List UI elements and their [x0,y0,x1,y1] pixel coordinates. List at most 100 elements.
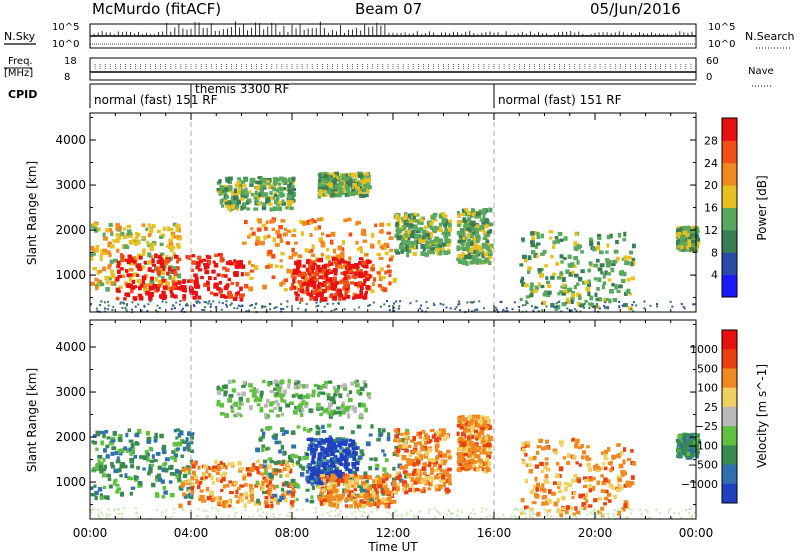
power-cell [377,273,382,277]
velocity-cell [573,473,578,478]
power-cell [476,253,481,257]
velocity-cell [386,474,392,479]
velocity-cell [117,436,122,442]
velocity-cell [475,442,479,447]
power-cell [344,280,349,286]
power-cell [526,269,531,274]
velocity-cell [442,470,447,475]
power-noise [595,303,598,306]
power-cell [676,228,681,232]
power-cell [586,282,592,287]
power-cell [464,254,470,260]
power-cell [447,250,451,255]
velocity-cell [473,415,477,419]
velocity-cell [263,478,268,484]
velocity-cell [102,457,106,463]
power-cell [361,179,367,185]
power-cell [341,296,346,301]
power-cell [612,297,618,303]
velocity-cell [622,447,627,452]
power-cell [328,182,333,188]
velocity-cell [253,466,259,471]
velocity-cell [376,502,381,506]
velocity-cell [247,472,252,477]
power-cell [471,209,476,214]
power-noise [185,302,188,305]
power-cell [207,276,212,281]
velocity-cell [317,485,322,490]
power-cell [358,294,362,299]
velocity-cell [396,439,400,444]
power-cell [124,269,129,273]
nsearch-label: N.Search [745,30,795,43]
velocity-cell [432,468,438,473]
velocity-cell [274,393,278,398]
power-cell [293,241,298,245]
power-cell [274,180,278,184]
power-cell [169,286,174,290]
power-cell [155,266,160,272]
power-cell [325,255,331,260]
velocity-cell [311,471,317,475]
power-cell [135,240,140,245]
velocity-cell [105,444,110,449]
power-cell [540,284,545,289]
velocity-cell [369,494,375,499]
velocity-cell [190,475,194,481]
power-cell [236,190,241,195]
velocity-cell [372,479,376,484]
power-noise [570,299,573,302]
velocity-cell [471,443,475,448]
power-cell [156,229,161,234]
power-noise [570,309,573,312]
velocity-cell [365,500,371,505]
power-cell [347,217,352,222]
power-cell [213,262,219,268]
velocity-cell [467,438,472,442]
velocity-cell [130,464,135,469]
power-noise [426,307,429,310]
power-cell [169,288,173,294]
velocity-cell [282,451,287,455]
velocity-cell [263,500,269,505]
velocity-cell [374,457,378,462]
power-cell [475,229,479,234]
velocity-cell [115,489,120,494]
power-noise [147,303,150,306]
power-cell [181,287,185,293]
power-cell [476,234,481,240]
power-cell [219,254,224,259]
power-noise [269,308,272,311]
power-cell [283,287,288,292]
velocity-cell [425,475,430,481]
velocity-cell [298,383,303,388]
power-cell [555,261,560,266]
velocity-cell [457,452,462,457]
power-cell [189,278,193,283]
velocity-cell [264,426,270,431]
power-cell [689,228,695,234]
power-cell [675,234,681,238]
velocity-cell [470,458,475,464]
power-cell [692,247,698,253]
power-cell [325,234,331,238]
power-cell [213,282,219,288]
power-cell [145,291,150,296]
velocity-cell [272,484,276,490]
velocity-cell [475,468,480,472]
velocity-cell [335,478,341,483]
power-noise [537,310,540,313]
velocity-cell [99,493,103,497]
power-cell [536,231,540,235]
velocity-cell [394,434,400,439]
velocity-cell [325,437,330,442]
velocity-cell [392,482,397,488]
velocity-cell [359,499,364,504]
velocity-cell [424,450,429,454]
power-cell [221,273,226,278]
velocity-cell [402,443,408,448]
velocity-cell [479,458,484,464]
power-cell [444,228,449,233]
velocity-cell [470,424,476,429]
velocity-cell [361,503,367,509]
